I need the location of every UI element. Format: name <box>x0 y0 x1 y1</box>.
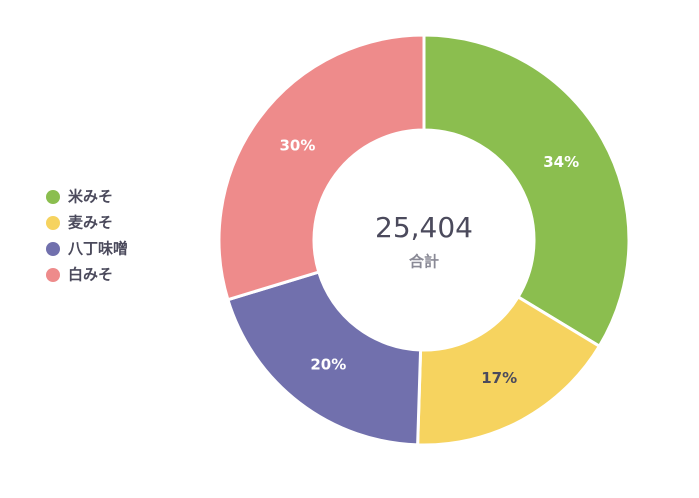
legend-label: 麦みそ <box>68 214 113 232</box>
value-label: 20% <box>310 356 346 374</box>
center-value: 25,404 <box>375 211 473 244</box>
donut-slice <box>422 33 631 349</box>
value-label: 34% <box>543 153 579 171</box>
value-label: 17% <box>481 369 517 387</box>
legend-swatch <box>46 190 60 204</box>
legend-label: 八丁味噌 <box>67 240 128 258</box>
donut-slice <box>416 294 602 447</box>
legend-label: 米みそ <box>68 188 113 206</box>
center-label: 合計 <box>408 253 439 271</box>
legend-swatch <box>46 268 60 282</box>
legend-swatch <box>46 242 60 256</box>
value-label: 30% <box>279 137 315 155</box>
donut-slice <box>217 33 426 302</box>
legend-swatch <box>46 216 60 230</box>
donut-slice <box>226 270 423 447</box>
legend-label: 白みそ <box>68 266 113 284</box>
